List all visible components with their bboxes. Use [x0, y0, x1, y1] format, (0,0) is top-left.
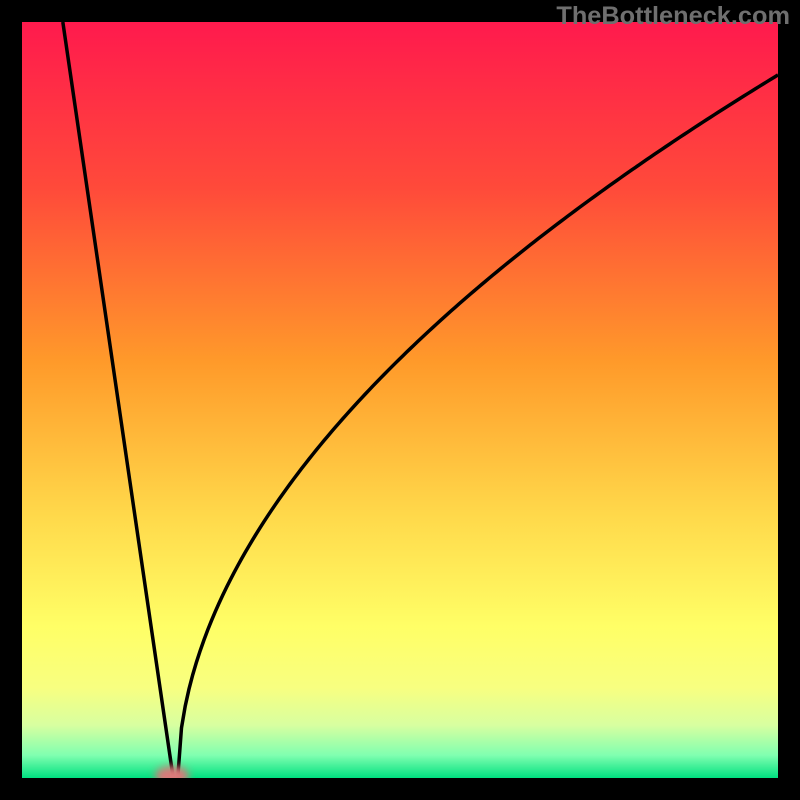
chart-root: TheBottleneck.com — [0, 0, 800, 800]
left-descending-line — [63, 22, 173, 778]
curve-layer — [22, 22, 778, 778]
right-ascending-curve — [178, 75, 778, 778]
watermark-label: TheBottleneck.com — [556, 2, 790, 31]
plot-area — [22, 22, 778, 778]
